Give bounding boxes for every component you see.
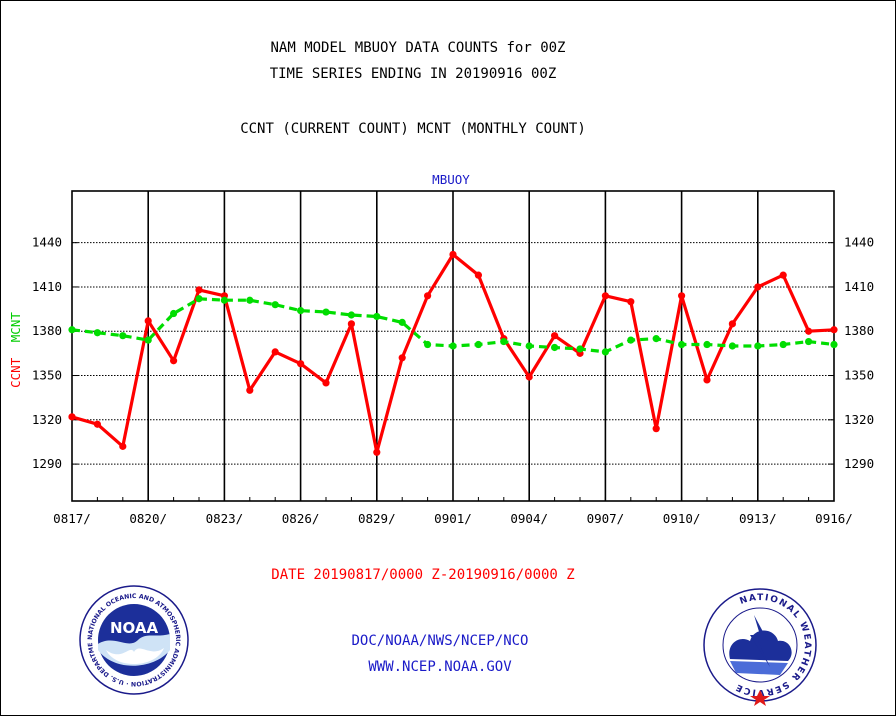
data-point-mcnt [703, 340, 711, 349]
data-point-ccnt [195, 286, 203, 294]
x-tick-label: 0826/ [282, 511, 320, 526]
y-tick-label-left: 1290 [32, 456, 62, 471]
x-tick-label: 0916/ [815, 511, 853, 526]
x-tick-label: 0907/ [587, 511, 625, 526]
url-link[interactable]: WWW.NCEP.NOAA.GOV [368, 659, 512, 675]
data-point-mcnt [93, 329, 101, 337]
data-point-ccnt [68, 413, 76, 421]
y-axis-label: CCNT MCNT [8, 312, 23, 388]
y-tick-label-left: 1410 [32, 279, 62, 294]
data-point-mcnt [754, 342, 762, 350]
chart-subtitle: CCNT (CURRENT COUNT) MCNT (MONTHLY COUNT… [240, 121, 586, 137]
data-point-mcnt [322, 308, 330, 316]
data-point-mcnt [830, 340, 838, 349]
data-point-ccnt [728, 320, 737, 328]
data-point-mcnt [627, 336, 635, 344]
data-point-ccnt [805, 327, 813, 335]
y-tick-label-left: 1440 [32, 235, 62, 250]
data-point-ccnt [830, 326, 838, 334]
y-tick-label-right: 1410 [844, 279, 874, 294]
date-range-label: DATE 20190817/0000 Z-20190916/0000 Z [271, 567, 574, 583]
svg-text:NOAA: NOAA [110, 619, 159, 637]
x-tick-label: 0901/ [434, 511, 472, 526]
chart-title-line1: NAM MODEL MBUOY DATA COUNTS for 00Z [270, 40, 565, 56]
y-tick-label-right: 1320 [844, 412, 874, 427]
data-point-ccnt [601, 292, 610, 300]
data-point-ccnt [271, 348, 279, 356]
data-point-ccnt [297, 360, 305, 368]
data-point-mcnt [652, 335, 660, 343]
data-point-mcnt [551, 343, 559, 352]
y-tick-label-left: 1350 [32, 368, 62, 383]
y-tick-label-right: 1440 [844, 235, 874, 250]
data-point-mcnt [525, 342, 533, 350]
data-point-mcnt [779, 340, 787, 349]
data-point-mcnt [449, 342, 457, 350]
data-point-mcnt [144, 336, 152, 344]
data-point-ccnt [246, 386, 254, 394]
plot-title: MBUOY [432, 172, 470, 187]
data-point-ccnt [398, 354, 406, 362]
data-point-mcnt [728, 342, 737, 350]
data-point-mcnt [68, 326, 76, 334]
data-point-ccnt [144, 317, 152, 325]
y-tick-label-left: 1320 [32, 412, 62, 427]
y-tick-label-right: 1380 [844, 323, 874, 338]
data-point-mcnt [119, 332, 127, 340]
noaa-logo: NATIONAL OCEANIC AND ATMOSPHERIC ADMINIS… [79, 585, 189, 695]
data-point-mcnt [347, 311, 355, 319]
x-tick-label: 0817/ [53, 511, 91, 526]
data-point-ccnt [754, 283, 762, 291]
data-point-ccnt [678, 292, 686, 300]
data-point-mcnt [678, 340, 686, 349]
data-point-ccnt [652, 425, 660, 433]
data-point-mcnt [195, 295, 203, 303]
data-point-mcnt [271, 301, 279, 309]
data-point-mcnt [500, 337, 508, 346]
x-tick-label: 0829/ [358, 511, 396, 526]
data-point-mcnt [424, 340, 432, 349]
x-tick-label: 0904/ [510, 511, 548, 526]
data-point-ccnt [627, 298, 635, 306]
y-axis-label-ccnt: CCNT [8, 357, 23, 388]
data-point-mcnt [601, 348, 610, 356]
data-point-mcnt [576, 345, 584, 353]
org-label: DOC/NOAA/NWS/NCEP/NCO [351, 633, 528, 649]
data-point-mcnt [220, 296, 228, 304]
data-point-ccnt [322, 379, 330, 387]
data-point-ccnt [551, 332, 559, 340]
data-point-ccnt [779, 271, 787, 279]
nws-logo: NATIONAL WEATHER SERVICE [703, 588, 817, 706]
y-tick-label-left: 1380 [32, 323, 62, 338]
data-point-mcnt [246, 296, 254, 304]
data-point-ccnt [119, 442, 127, 450]
y-tick-label-right: 1290 [844, 456, 874, 471]
x-tick-label: 0913/ [739, 511, 777, 526]
data-point-ccnt [474, 271, 482, 279]
data-point-mcnt [297, 306, 305, 315]
y-tick-label-right: 1350 [844, 368, 874, 383]
x-tick-label: 0910/ [663, 511, 701, 526]
data-point-ccnt [347, 320, 355, 328]
data-point-ccnt [525, 373, 533, 381]
data-point-mcnt [373, 312, 381, 321]
data-point-ccnt [424, 292, 432, 300]
y-axis-label-mcnt: MCNT [8, 312, 23, 343]
x-tick-label: 0823/ [206, 511, 244, 526]
data-point-mcnt [398, 318, 406, 326]
chart-title-line2: TIME SERIES ENDING IN 20190916 00Z [270, 66, 557, 82]
x-tick-label: 0820/ [129, 511, 167, 526]
svg-text:CCNT MCNT: CCNT MCNT [8, 312, 23, 388]
data-point-ccnt [449, 250, 457, 259]
data-point-mcnt [474, 340, 482, 349]
data-point-ccnt [93, 420, 101, 428]
data-point-ccnt [170, 357, 178, 365]
data-point-mcnt [170, 309, 178, 318]
plot-area: 1290 1290 1320 1320 1350 1350 1380 1380 1410 1410… [32, 190, 874, 526]
data-point-mcnt [805, 337, 813, 346]
data-point-ccnt [703, 376, 711, 384]
data-point-ccnt [373, 448, 381, 456]
